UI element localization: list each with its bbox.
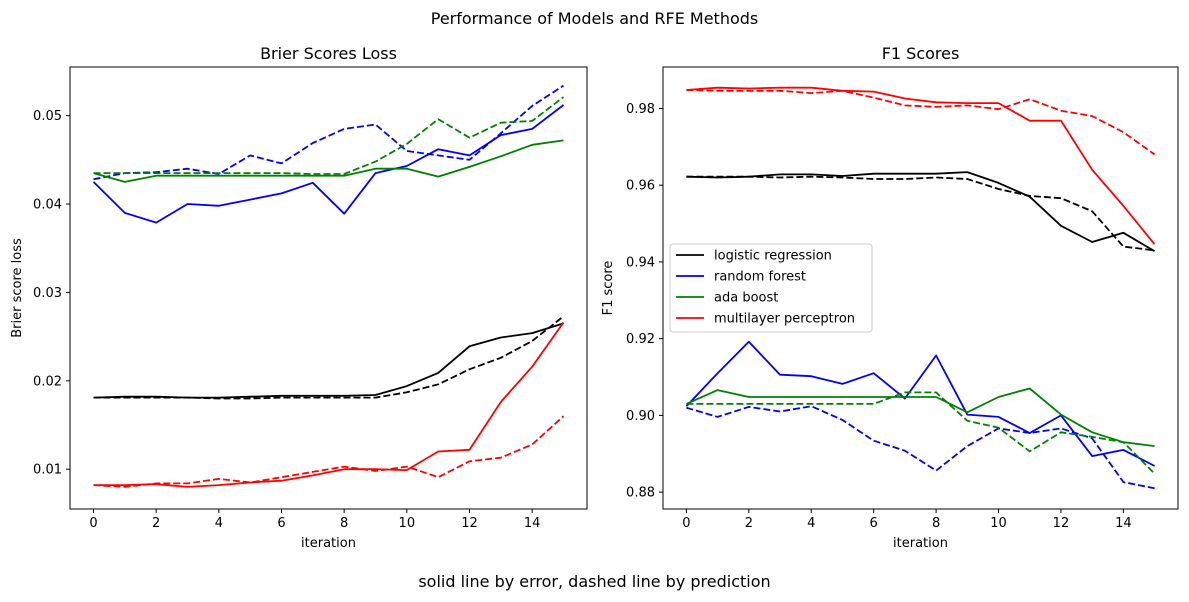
chart-title: F1 Scores (882, 44, 960, 63)
x-tick-label: 6 (870, 516, 878, 531)
y-tick-label: 0.92 (626, 332, 655, 347)
chart-title: Brier Scores Loss (260, 44, 397, 63)
series-line-multilayer-perceptron-solid (93, 321, 565, 488)
series-line-multilayer-perceptron-dashed (686, 89, 1156, 156)
series-line-logistic-regression-solid (686, 171, 1156, 252)
x-tick-label: 4 (807, 516, 815, 531)
y-axis-label: Brier score loss (10, 238, 25, 338)
x-tick-label: 14 (524, 516, 541, 531)
series-line-random-forest-solid (92, 104, 565, 224)
x-tick-label: 8 (340, 516, 348, 531)
f1-chart: F1 Scores 0 2 4 6 8 10 12 14 0.88 0.90 0.92 0.94 0.96… (601, 44, 1179, 551)
series-line-logistic-regression-dashed (686, 175, 1155, 252)
series-line-logistic-regression-dashed (93, 315, 565, 400)
series-line-ada-boost-solid (686, 387, 1155, 447)
x-axis-label: iteration (893, 536, 948, 551)
x-tick-label: 2 (745, 516, 753, 531)
brier-chart: Brier Scores Loss 0 2 4 6 8 10 12 14 0.01 0.02 0.03… (10, 44, 588, 551)
y-axis-label: F1 score (601, 261, 616, 316)
y-tick-label: 0.90 (626, 409, 655, 424)
y-tick-label: 0.88 (626, 486, 655, 501)
series-line-random-forest-dashed (93, 84, 564, 181)
y-tick-label: 0.05 (33, 109, 62, 124)
series-line-ada-boost-dashed (686, 391, 1156, 475)
y-tick-label: 0.01 (33, 463, 62, 478)
x-tick-label: 10 (399, 516, 416, 531)
series-line-multilayer-perceptron-solid (686, 86, 1156, 245)
x-axis-label: iteration (301, 536, 356, 551)
y-tick-label: 0.96 (626, 179, 655, 194)
series-line-ada-boost-solid (93, 139, 564, 183)
series-line-random-forest-dashed (686, 405, 1155, 490)
series-line-ada-boost-dashed (93, 96, 565, 175)
x-tick-label: 12 (1053, 516, 1070, 531)
series-line-multilayer-perceptron-dashed (93, 415, 565, 488)
x-tick-label: 14 (1115, 516, 1132, 531)
x-tick-label: 0 (682, 516, 690, 531)
legend-label: ada boost (714, 291, 778, 306)
plot-frame (662, 66, 1179, 510)
legend-label: multilayer perceptron (714, 312, 855, 327)
legend-label: logistic regression (714, 249, 832, 264)
legend: logistic regression random forest ada boos… (669, 243, 873, 333)
series-line-random-forest-solid (685, 340, 1156, 467)
x-tick-label: 2 (152, 516, 160, 531)
x-tick-label: 0 (89, 516, 97, 531)
y-tick-label: 0.98 (626, 102, 655, 117)
plot-frame (69, 66, 588, 510)
x-tick-label: 6 (277, 516, 285, 531)
y-tick-label: 0.03 (33, 286, 62, 301)
x-tick-label: 12 (461, 516, 478, 531)
legend-frame (669, 243, 873, 333)
series-line-logistic-regression-solid (93, 322, 564, 399)
x-tick-label: 10 (990, 516, 1007, 531)
x-tick-label: 4 (215, 516, 223, 531)
series-group (685, 86, 1156, 490)
figure-footer: solid line by error, dashed line by pred… (418, 572, 770, 591)
series-group (92, 84, 565, 488)
y-tick-label: 0.94 (626, 255, 655, 270)
y-tick-label: 0.04 (33, 198, 62, 213)
legend-label: random forest (714, 270, 806, 285)
figure-title: Performance of Models and RFE Methods (431, 9, 759, 28)
y-tick-label: 0.02 (33, 374, 62, 389)
x-tick-label: 8 (932, 516, 940, 531)
